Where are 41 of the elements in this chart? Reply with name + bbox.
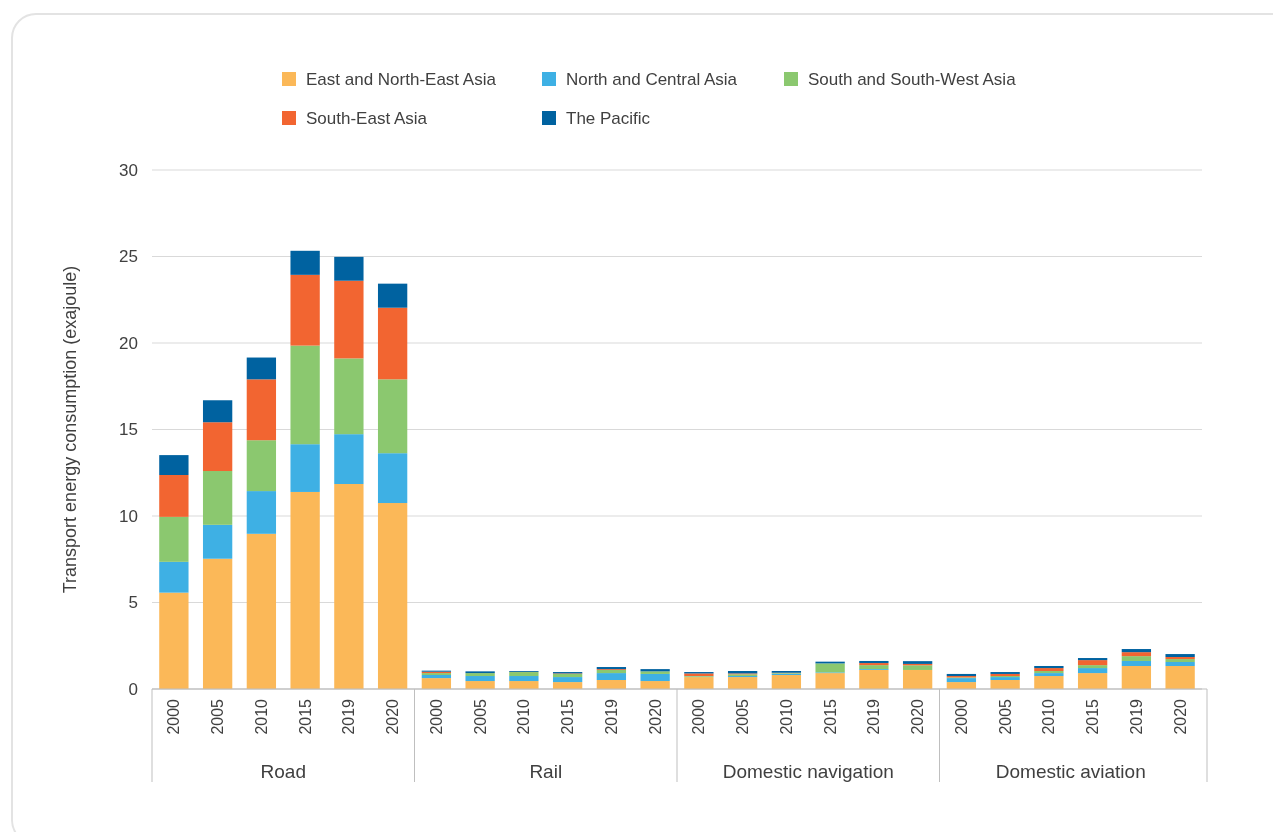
x-tick-label: 2020 [384,698,402,735]
legend-label: The Pacific [566,108,651,128]
y-tick-label: 5 [128,593,138,612]
y-tick-label: 20 [119,333,138,353]
x-tick-label: 2005 [471,698,489,735]
y-tick-label: 0 [128,679,138,699]
x-tick-label: 2005 [209,698,227,735]
x-tick-label: 2010 [777,698,795,735]
x-tick-label: 2005 [734,698,752,735]
x-tick-label: 2010 [515,698,533,735]
x-tick-label: 2005 [996,698,1014,735]
x-tick-label: 2020 [909,698,927,735]
x-tick-label: 2015 [296,698,314,735]
text: Domestic aviation [995,760,1146,782]
x-tick-label: 2020 [1171,698,1189,735]
x-tick-label: 2000 [690,698,708,735]
x-tick-label: 2000 [165,698,183,735]
x-tick-label: 2000 [427,698,445,735]
text: Domestic navigation [722,760,894,782]
x-tick-label: 2015 [559,698,577,735]
x-tick-label: 2015 [1084,698,1102,735]
x-tick-label: 2019 [602,698,620,735]
x-tick-label: 2010 [252,698,270,735]
x-tick-label: 2019 [340,698,358,735]
legend-label: North and Central Asia [566,69,738,89]
x-tick-label: 2020 [646,698,664,735]
y-tick-label: 10 [119,506,138,526]
text: Road [260,760,306,782]
y-axis-title: Transport energy consumption (exajoule) [60,265,80,594]
legend-label: South and South-West Asia [808,69,1017,89]
x-tick-label: 2000 [952,698,970,735]
legend-label: South-East Asia [306,108,428,128]
text: Rail [529,760,563,782]
x-tick-label: 2019 [1127,698,1145,735]
y-tick-label: 25 [119,247,138,266]
x-tick-label: 2010 [1040,698,1058,735]
legend-label: East and North-East Asia [306,69,497,89]
x-tick-label: 2015 [821,698,839,735]
y-tick-label: 15 [119,420,138,439]
x-tick-label: 2019 [865,698,883,735]
y-tick-label: 30 [119,160,138,180]
